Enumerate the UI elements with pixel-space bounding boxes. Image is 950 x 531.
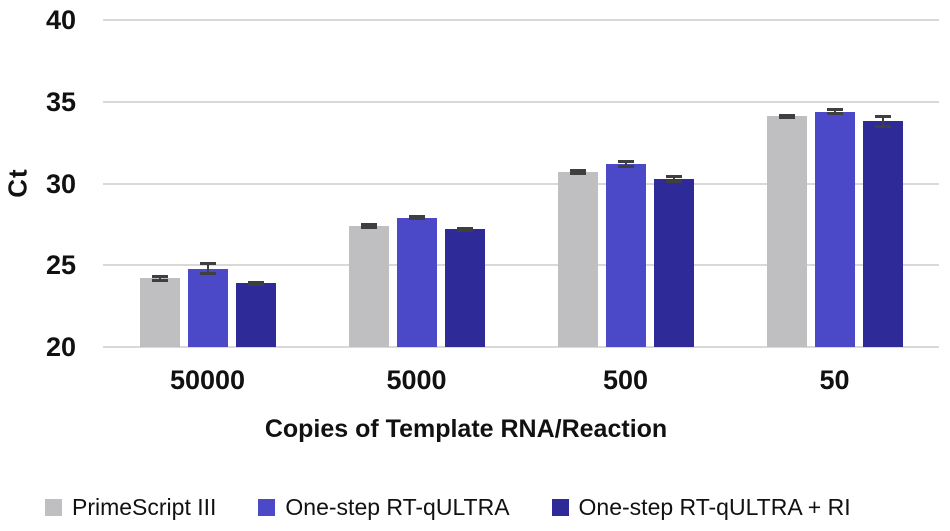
error-bar-cap bbox=[360, 225, 377, 229]
legend-item: PrimeScript III bbox=[45, 492, 216, 522]
bar bbox=[139, 278, 180, 347]
error-bar-cap bbox=[199, 261, 216, 265]
error-bar-line bbox=[158, 275, 161, 281]
error-bar-cap bbox=[151, 278, 168, 282]
y-tick-label: 30 bbox=[45, 168, 76, 199]
x-tick-label: 5000 bbox=[386, 365, 447, 395]
legend-swatch-icon bbox=[258, 498, 276, 516]
gridline-y40 bbox=[103, 19, 939, 21]
error-bar-cap bbox=[874, 114, 891, 118]
error-bar-cap bbox=[408, 215, 425, 219]
bar bbox=[187, 268, 228, 347]
error-bar-line bbox=[624, 160, 627, 168]
legend-label: One-step RT-qULTRA + RI bbox=[578, 494, 851, 520]
error-bar-cap bbox=[778, 113, 795, 117]
legend: PrimeScript III One-step RT-qULTRA One-ste… bbox=[45, 492, 851, 522]
error-bar-cap bbox=[874, 125, 891, 129]
y-tick-label: 40 bbox=[45, 5, 76, 35]
error-bar-cap bbox=[408, 217, 425, 221]
error-bar-cap bbox=[247, 280, 264, 284]
legend-item: One-step RT-qULTRA + RI bbox=[551, 492, 851, 522]
error-bar-cap bbox=[360, 223, 377, 227]
error-bar-cap bbox=[617, 165, 634, 169]
error-bar-cap bbox=[199, 272, 216, 276]
x-tick-label: 500 bbox=[602, 365, 649, 395]
bar bbox=[444, 229, 485, 347]
error-bar-cap bbox=[826, 112, 843, 115]
error-bar-cap bbox=[826, 108, 843, 112]
legend-swatch-icon bbox=[551, 498, 569, 516]
y-tick-label: 35 bbox=[45, 86, 76, 117]
gridline-y35 bbox=[103, 100, 939, 103]
x-tick-label: 50000 bbox=[169, 365, 246, 395]
bar bbox=[348, 226, 389, 347]
bar bbox=[766, 116, 807, 347]
gridline-y25 bbox=[103, 264, 939, 267]
error-bar-cap bbox=[151, 274, 168, 278]
error-bar-cap bbox=[456, 226, 473, 230]
error-bar-line bbox=[833, 109, 836, 114]
x-tick-label: 50 bbox=[819, 365, 850, 395]
error-bar-line bbox=[881, 115, 884, 128]
legend-label: PrimeScript III bbox=[72, 494, 217, 520]
error-bar-cap bbox=[778, 116, 795, 120]
error-bar-cap bbox=[569, 169, 586, 173]
error-bar-cap bbox=[456, 228, 473, 232]
error-bar-cap bbox=[247, 282, 264, 286]
legend-label: One-step RT-qULTRA bbox=[285, 494, 510, 520]
bar bbox=[235, 283, 276, 347]
error-bar-line bbox=[672, 175, 675, 182]
error-bar-cap bbox=[665, 174, 682, 178]
legend-swatch-icon bbox=[45, 498, 62, 516]
gridline-y20 bbox=[103, 346, 939, 348]
error-bar-cap bbox=[569, 172, 586, 176]
error-bar-cap bbox=[665, 179, 682, 183]
bar bbox=[605, 163, 646, 347]
bar bbox=[814, 111, 855, 347]
error-bar-cap bbox=[617, 159, 634, 163]
legend-item: One-step RT-qULTRA bbox=[258, 492, 510, 522]
bar bbox=[653, 178, 694, 347]
bar bbox=[862, 121, 903, 347]
bar bbox=[396, 217, 437, 347]
gridline-y30 bbox=[103, 182, 939, 185]
x-axis-title: Copies of Template RNA/Reaction bbox=[264, 415, 668, 443]
error-bar-line bbox=[206, 262, 209, 275]
y-tick-label: 25 bbox=[45, 250, 76, 281]
bar bbox=[557, 172, 598, 347]
y-tick-label: 20 bbox=[45, 332, 76, 362]
